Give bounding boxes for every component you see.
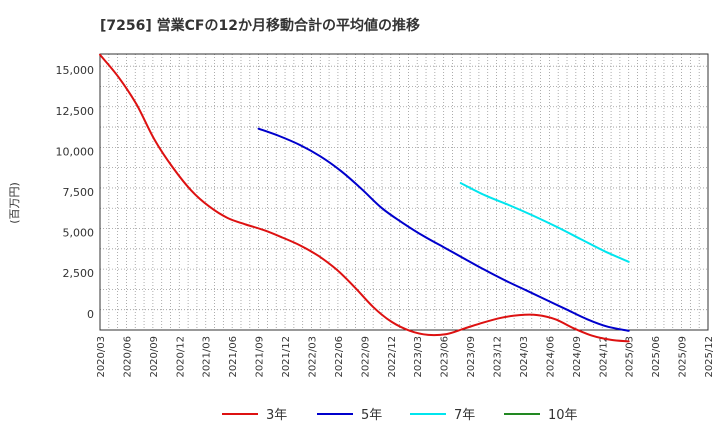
series-line [459, 182, 630, 263]
x-tick-label: 2024/09 [572, 336, 583, 378]
y-tick-label: 15,000 [56, 64, 95, 77]
x-tick-label: 2023/12 [493, 336, 504, 378]
x-tick-label: 2020/03 [96, 336, 107, 378]
x-tick-label: 2025/09 [678, 336, 689, 378]
x-tick-label: 2021/03 [202, 336, 213, 378]
y-tick-label: 2,500 [63, 267, 95, 280]
x-tick-label: 2023/06 [440, 336, 451, 378]
x-tick-label: 2025/06 [651, 336, 662, 378]
y-ticks: 0 2,500 5,000 7,500 10,000 12,500 15,000 [56, 64, 95, 321]
x-tick-label: 2025/12 [704, 336, 715, 378]
chart-title: [7256] 営業CFの12か月移動合計の平均値の推移 [100, 17, 420, 34]
x-tick-label: 2021/12 [281, 336, 292, 378]
legend-label: 5年 [361, 408, 382, 423]
grid [99, 54, 709, 331]
x-tick-label: 2020/06 [122, 336, 133, 378]
plot-frame [99, 53, 709, 331]
x-tick-label: 2024/03 [519, 336, 530, 378]
x-tick-label: 2020/12 [175, 336, 186, 378]
y-tick-label: 10,000 [56, 145, 95, 158]
x-ticks: 2020/03 2020/06 2020/09 2020/12 2021/03 2021/… [96, 336, 715, 378]
x-tick-label: 2020/09 [149, 336, 160, 378]
x-tick-label: 2022/06 [334, 336, 345, 378]
legend-label: 7年 [454, 408, 475, 423]
x-tick-label: 2022/03 [307, 336, 318, 378]
x-tick-label: 2023/09 [466, 336, 477, 378]
x-tick-label: 2021/09 [255, 336, 266, 378]
x-tick-label: 2025/03 [625, 336, 636, 378]
y-tick-label: 12,500 [56, 105, 95, 118]
x-tick-label: 2023/03 [413, 336, 424, 378]
x-tick-label: 2024/06 [545, 336, 556, 378]
y-axis-label: (百万円) [8, 182, 21, 224]
y-tick-label: 7,500 [63, 186, 95, 199]
series-line [257, 127, 630, 332]
legend: 3年 5年 7年 10年 [222, 408, 578, 423]
y-tick-label: 5,000 [63, 227, 95, 240]
x-tick-label: 2022/12 [387, 336, 398, 378]
legend-label: 10年 [548, 408, 578, 423]
series-lines [99, 53, 630, 343]
x-tick-label: 2024/12 [598, 336, 609, 378]
legend-label: 3年 [266, 408, 287, 423]
y-tick-label: 0 [87, 308, 94, 321]
axes [99, 53, 709, 331]
series-line [99, 53, 630, 343]
x-tick-label: 2022/09 [360, 336, 371, 378]
x-tick-label: 2021/06 [228, 336, 239, 378]
